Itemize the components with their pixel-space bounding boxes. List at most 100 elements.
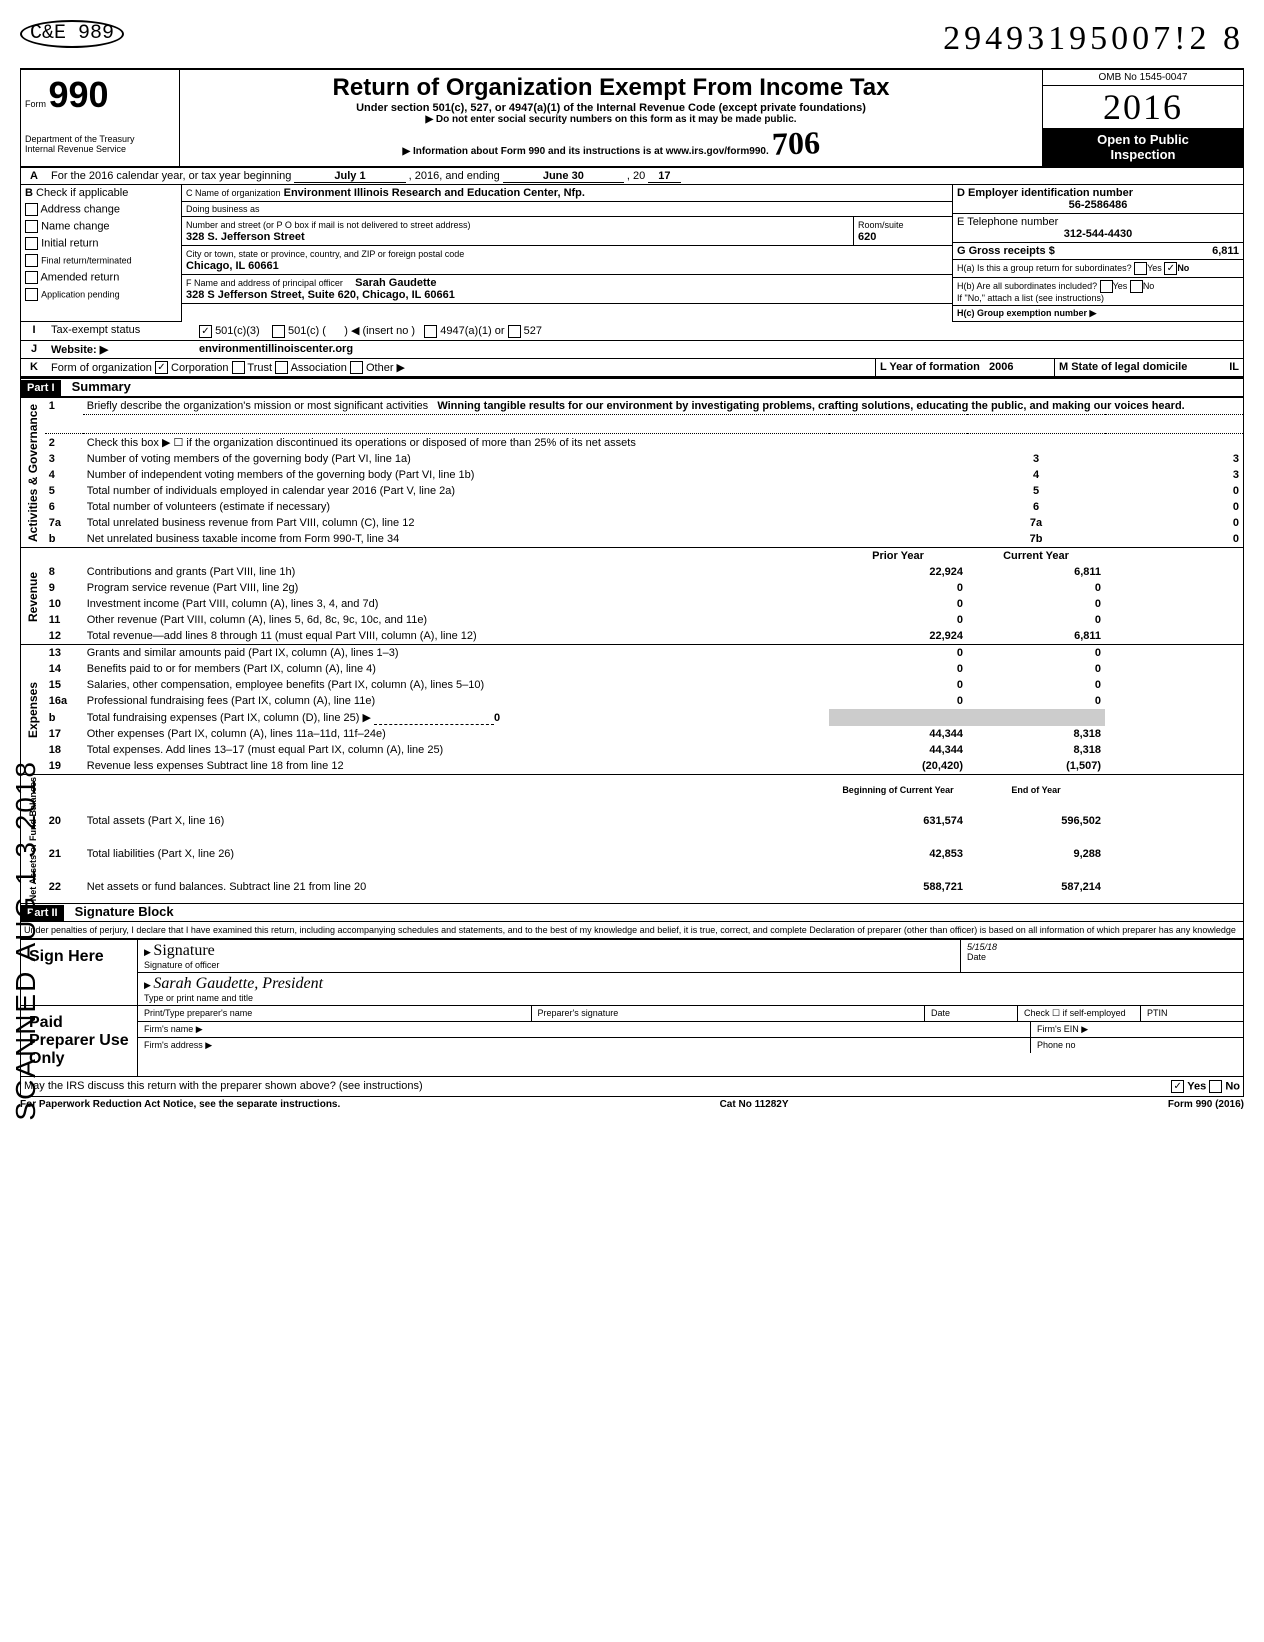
opt-trust: Trust <box>247 362 272 374</box>
line-7b-text: Net unrelated business taxable income fr… <box>83 531 967 548</box>
state-domicile: IL <box>1229 361 1239 373</box>
catalog-number: Cat No 11282Y <box>720 1099 789 1110</box>
line-16a-no: 16a <box>45 693 83 709</box>
part-ii-title: Signature Block <box>67 904 174 919</box>
col-beginning-year: Beginning of Current Year <box>829 775 967 805</box>
line-13-no: 13 <box>45 645 83 662</box>
line-17-no: 17 <box>45 726 83 742</box>
open-public-2: Inspection <box>1047 147 1239 162</box>
irs-yes: Yes <box>1187 1081 1206 1093</box>
tax-year-begin[interactable]: July 1 <box>294 170 405 183</box>
officer-name-printed: Sarah Gaudette, President <box>153 975 323 992</box>
line-16b-no: b <box>45 709 83 726</box>
line-14-prior: 0 <box>829 661 967 677</box>
handwritten-initials: 706 <box>771 124 820 163</box>
city-state-zip: Chicago, IL 60661 <box>186 260 279 272</box>
opt-association: Association <box>291 362 347 374</box>
form-subtitle: Under section 501(c), 527, or 4947(a)(1)… <box>184 102 1038 114</box>
checkbox-527[interactable] <box>508 325 521 338</box>
opt-527: 527 <box>524 325 542 337</box>
checkbox-amended-return[interactable] <box>25 271 38 284</box>
officer-signature: Signature <box>153 942 214 959</box>
line-12-text: Total revenue—add lines 8 through 11 (mu… <box>83 628 829 645</box>
tax-year-end[interactable]: June 30 <box>503 170 624 183</box>
opt-other: Other ▶ <box>366 362 405 374</box>
line-9-text: Program service revenue (Part VIII, line… <box>83 580 829 596</box>
checkbox-501c[interactable] <box>272 325 285 338</box>
checkbox-other[interactable] <box>350 361 363 374</box>
checkbox-initial-return[interactable] <box>25 237 38 250</box>
line-6-no: 6 <box>45 499 83 515</box>
form-info-url: ▶ Information about Form 990 and its ins… <box>184 125 1038 162</box>
line-i-label: I <box>21 322 47 341</box>
line-17-curr: 8,318 <box>967 726 1105 742</box>
website-label: Website: ▶ <box>51 344 108 356</box>
line-10-text: Investment income (Part VIII, column (A)… <box>83 596 829 612</box>
h-c-label: H(c) Group exemption number ▶ <box>957 308 1096 318</box>
checkbox-irs-yes[interactable] <box>1171 1080 1184 1093</box>
opt-initial-return: Initial return <box>41 237 98 249</box>
dba-label: Doing business as <box>182 202 952 217</box>
state-domicile-label: M State of legal domicile <box>1059 361 1187 373</box>
irs-no: No <box>1225 1081 1240 1093</box>
checkbox-hb-yes[interactable] <box>1100 280 1113 293</box>
line-5-no: 5 <box>45 483 83 499</box>
line-21-no: 21 <box>45 837 83 870</box>
line-16a-curr: 0 <box>967 693 1105 709</box>
line-16a-prior: 0 <box>829 693 967 709</box>
room-suite: 620 <box>858 231 876 243</box>
mission-statement: Winning tangible results for our environ… <box>437 400 1184 412</box>
line-19-text: Revenue less expenses Subtract line 18 f… <box>83 758 829 775</box>
tax-year: 2016 <box>1043 86 1243 128</box>
checkbox-trust[interactable] <box>232 361 245 374</box>
perjury-statement: Under penalties of perjury, I declare th… <box>20 922 1244 939</box>
tax-year-suffix[interactable]: 17 <box>648 170 680 183</box>
checkbox-final-return[interactable] <box>25 254 38 267</box>
irs-label: Internal Revenue Service <box>25 144 175 154</box>
checkbox-501c3[interactable] <box>199 325 212 338</box>
line-8-prior: 22,924 <box>829 564 967 580</box>
line-14-text: Benefits paid to or for members (Part IX… <box>83 661 829 677</box>
line-3-val: 3 <box>1105 451 1244 467</box>
line-10-no: 10 <box>45 596 83 612</box>
line-21-begin: 42,853 <box>829 837 967 870</box>
received-stamp: C&E 989 <box>20 20 124 48</box>
ha-no: No <box>1177 263 1189 273</box>
checkbox-4947[interactable] <box>424 325 437 338</box>
addr-label: Number and street (or P O box if mail is… <box>186 220 470 230</box>
opt-final-return: Final return/terminated <box>41 255 132 265</box>
checkbox-hb-no[interactable] <box>1130 280 1143 293</box>
form-version: Form 990 (2016) <box>1168 1099 1244 1110</box>
opt-amended-return: Amended return <box>40 271 119 283</box>
line-10-prior: 0 <box>829 596 967 612</box>
line-16b-curr <box>967 709 1105 726</box>
line-a-mid: , 2016, and ending <box>409 170 500 182</box>
line-7a-box: 7a <box>967 515 1105 531</box>
document-id-number: 29493195007!2 8 <box>943 20 1244 58</box>
line-6-text: Total number of volunteers (estimate if … <box>83 499 967 515</box>
form-title: Return of Organization Exempt From Incom… <box>184 74 1038 102</box>
line-12-curr: 6,811 <box>967 628 1105 645</box>
line-14-no: 14 <box>45 661 83 677</box>
line-8-no: 8 <box>45 564 83 580</box>
checkbox-association[interactable] <box>275 361 288 374</box>
group-expenses: Expenses <box>21 645 45 775</box>
sig-officer-label: Signature of officer <box>144 960 219 970</box>
website-value: environmentillinoiscenter.org <box>199 343 353 355</box>
line-7b-box: 7b <box>967 531 1105 548</box>
checkbox-application-pending[interactable] <box>25 288 38 301</box>
checkbox-name-change[interactable] <box>25 220 38 233</box>
box-f-label: F Name and address of principal officer <box>186 278 343 288</box>
box-g-label: G Gross receipts $ <box>957 245 1055 257</box>
line-20-begin: 631,574 <box>829 804 967 837</box>
checkbox-address-change[interactable] <box>25 203 38 216</box>
firm-ein-label: Firm's EIN ▶ <box>1031 1022 1243 1037</box>
signature-date: 5/15/18 <box>967 942 997 952</box>
checkbox-ha-no[interactable] <box>1164 262 1177 275</box>
checkbox-ha-yes[interactable] <box>1134 262 1147 275</box>
checkbox-irs-no[interactable] <box>1209 1080 1222 1093</box>
open-public-1: Open to Public <box>1047 132 1239 147</box>
line-16b-prior <box>829 709 967 726</box>
checkbox-corporation[interactable] <box>155 361 168 374</box>
summary-table: Activities & Governance 1 Briefly descri… <box>20 397 1244 904</box>
